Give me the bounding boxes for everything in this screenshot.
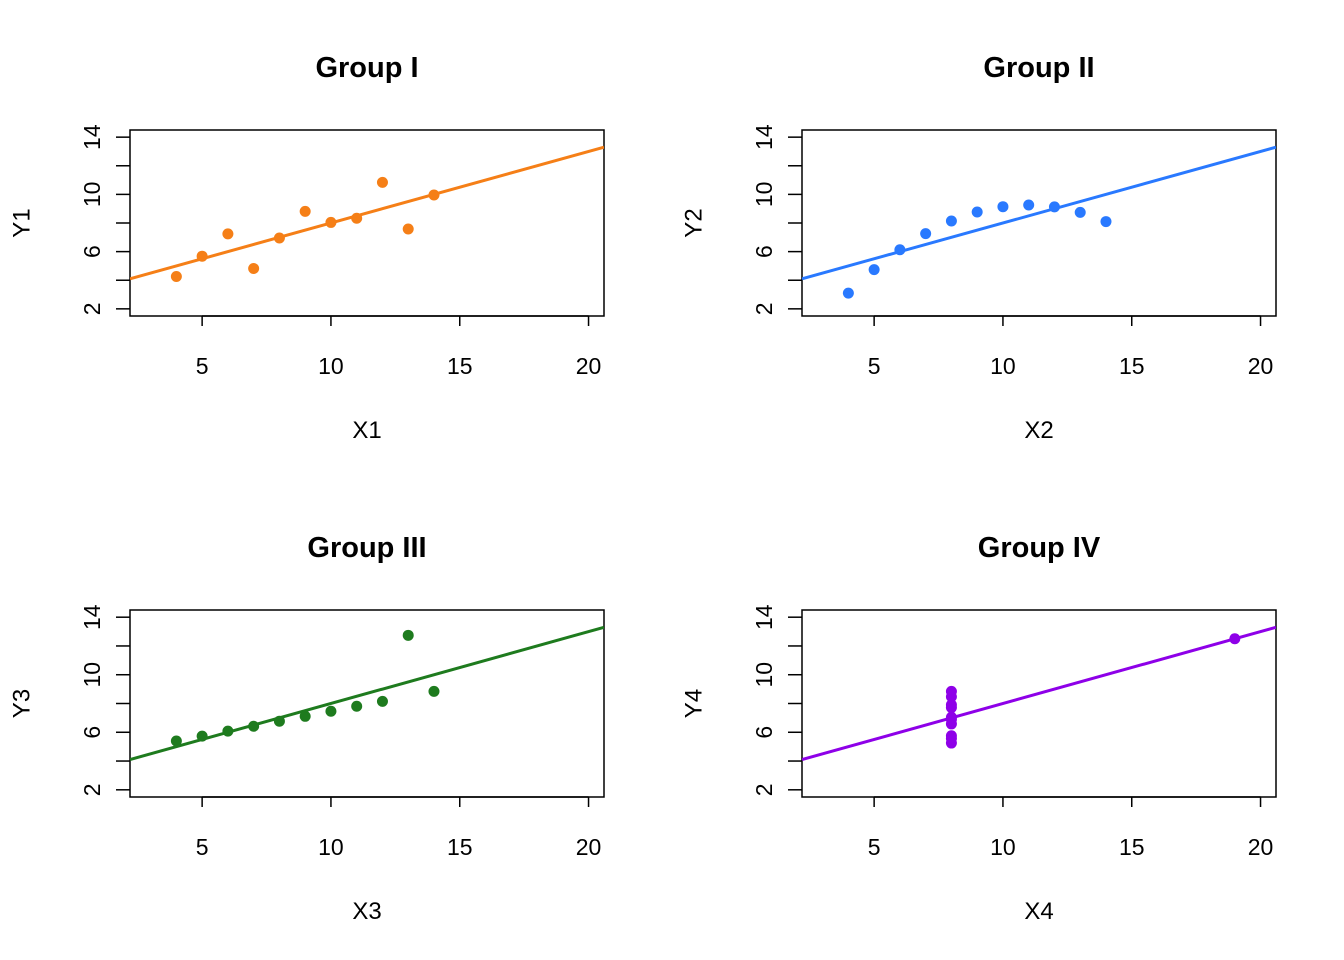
regression-line (130, 145, 604, 281)
data-point (196, 730, 208, 742)
data-point (1100, 216, 1112, 228)
data-point (299, 205, 311, 217)
y-tick-label: 6 (751, 245, 777, 258)
regression-line (802, 145, 1276, 281)
y-tick-label: 14 (751, 124, 777, 150)
panel-4: Group IV 5 10 15 20 2 6 10 14 X4 Y4 (681, 532, 1277, 925)
data-point (351, 212, 363, 224)
x-tick-label: 5 (868, 353, 881, 379)
data-point (428, 685, 440, 697)
y-tick-label: 2 (751, 302, 777, 315)
data-point (945, 733, 957, 745)
data-point (402, 223, 414, 235)
panel-title: Group II (983, 52, 1094, 84)
data-point (402, 629, 414, 641)
data-point (971, 206, 983, 218)
plot-area (802, 625, 1276, 762)
data-point (1074, 206, 1086, 218)
plot-frame (801, 609, 1277, 798)
data-point (842, 287, 854, 299)
x-tick-label: 20 (1248, 834, 1274, 860)
y-tick-label: 6 (79, 245, 105, 258)
panel-title: Group IV (978, 532, 1101, 564)
plot-frame (801, 129, 1277, 317)
plot-area (130, 145, 604, 283)
y-tick-label: 2 (79, 783, 105, 796)
data-point (299, 710, 311, 722)
x-axis-label: X1 (352, 417, 381, 444)
panel-title: Group I (315, 52, 418, 84)
y-tick-label: 6 (751, 726, 777, 739)
data-point (222, 725, 234, 737)
y-axis-label: Y4 (681, 689, 708, 718)
data-point (273, 232, 285, 244)
x-tick-label: 15 (447, 353, 473, 379)
x-tick-label: 20 (576, 834, 602, 860)
data-point (325, 216, 337, 228)
y-tick-label: 10 (751, 182, 777, 208)
x-axis-label: X4 (1024, 898, 1053, 925)
y-axis-label: Y2 (681, 208, 708, 237)
regression-line (802, 625, 1276, 762)
panel-1: Group I 5 10 15 20 2 6 10 14 X1 Y1 (9, 52, 605, 444)
data-point (351, 700, 363, 712)
regression-line (130, 625, 604, 762)
y-axis-label: Y1 (9, 208, 36, 237)
plot-area (130, 625, 604, 762)
x-tick-label: 20 (1248, 353, 1274, 379)
x-tick-label: 10 (990, 353, 1016, 379)
data-point (273, 715, 285, 727)
data-point (945, 713, 957, 725)
plot-frame (129, 609, 605, 798)
x-tick-label: 5 (196, 834, 209, 860)
x-tick-label: 5 (868, 834, 881, 860)
x-tick-label: 10 (318, 353, 344, 379)
x-tick-label: 5 (196, 353, 209, 379)
data-point (325, 705, 337, 717)
data-point (222, 228, 234, 240)
x-axis-label: X3 (352, 898, 381, 925)
data-point (170, 735, 182, 747)
plot-area (802, 145, 1276, 299)
data-point (248, 262, 260, 274)
data-point (997, 201, 1009, 213)
data-point (945, 215, 957, 227)
panel-title: Group III (307, 532, 426, 564)
panel-2: Group II 5 10 15 20 2 6 10 14 X2 Y2 (681, 52, 1277, 444)
y-tick-label: 6 (79, 726, 105, 739)
data-point (376, 176, 388, 188)
y-tick-label: 2 (751, 783, 777, 796)
data-point (945, 691, 957, 703)
data-point (868, 264, 880, 276)
x-axis-label: X2 (1024, 417, 1053, 444)
y-axis-label: Y3 (9, 689, 36, 718)
data-point (1023, 199, 1035, 211)
x-tick-label: 10 (318, 834, 344, 860)
data-point (1229, 633, 1241, 645)
x-tick-label: 10 (990, 834, 1016, 860)
data-point (920, 228, 932, 240)
data-point (945, 699, 957, 711)
y-tick-label: 14 (751, 604, 777, 630)
plot-frame (129, 129, 605, 317)
data-point (1048, 201, 1060, 213)
x-tick-label: 15 (447, 834, 473, 860)
x-tick-label: 15 (1119, 834, 1145, 860)
data-point (894, 244, 906, 256)
y-tick-label: 10 (79, 662, 105, 688)
y-tick-label: 10 (79, 182, 105, 208)
y-tick-label: 10 (751, 662, 777, 688)
data-point (196, 250, 208, 262)
x-tick-label: 20 (576, 353, 602, 379)
data-point (428, 189, 440, 201)
data-point (376, 695, 388, 707)
panel-3: Group III 5 10 15 20 2 6 10 14 X3 Y3 (9, 532, 605, 925)
data-point (248, 720, 260, 732)
x-tick-label: 15 (1119, 353, 1145, 379)
y-tick-label: 2 (79, 302, 105, 315)
y-tick-label: 14 (79, 124, 105, 150)
y-tick-label: 14 (79, 604, 105, 630)
data-point (170, 271, 182, 283)
